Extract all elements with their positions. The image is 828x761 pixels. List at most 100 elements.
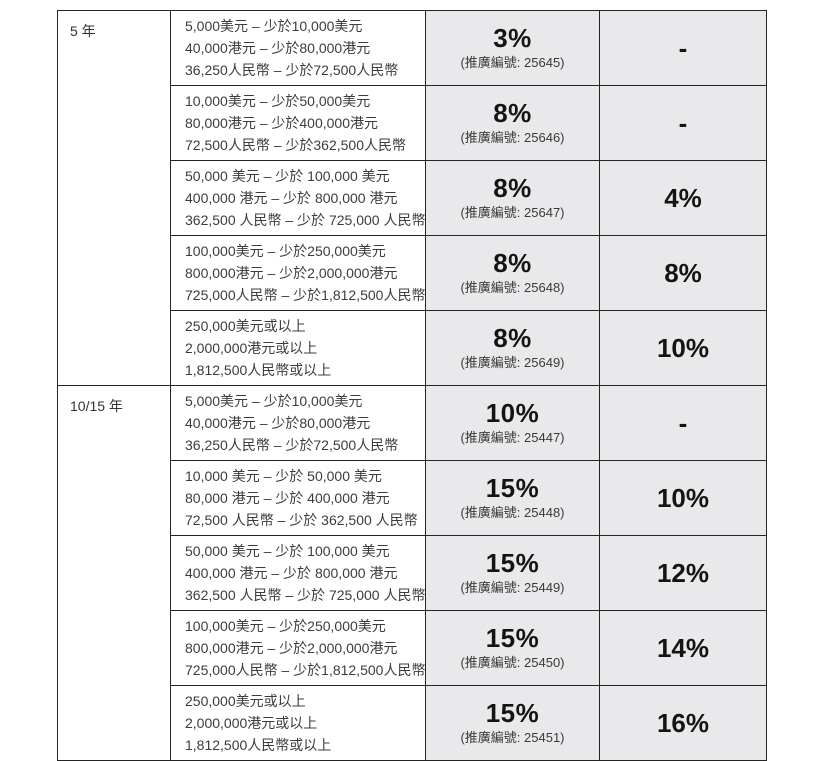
primary-rate-cell: 8% (推廣編號: 25649) (425, 310, 600, 386)
promo-code: (推廣編號: 25451) (460, 730, 565, 745)
secondary-rate-cell: 14% (599, 610, 767, 686)
amount-range-line: 2,000,000港元或以上 (185, 715, 318, 731)
secondary-rate-value: - (678, 107, 688, 138)
amount-range-cell: 10,000 美元 – 少於 50,000 美元 80,000 港元 – 少於 4… (170, 460, 426, 536)
promo-code: (推廣編號: 25646) (460, 130, 565, 145)
amount-range-line: 5,000美元 – 少於10,000美元 (185, 393, 363, 409)
primary-rate-value: 15% (485, 698, 540, 729)
secondary-rate-value: 4% (664, 182, 702, 213)
amount-range-cell: 10,000美元 – 少於50,000美元 80,000港元 – 少於400,00… (170, 85, 426, 161)
promo-rate-table: 5 年 5,000美元 – 少於10,000美元 40,000港元 – 少於80,0… (57, 10, 767, 761)
table-row: 100,000美元 – 少於250,000美元 800,000港元 – 少於2,0… (58, 610, 767, 686)
primary-rate-cell: 15% (推廣編號: 25450) (425, 610, 600, 686)
table-row: 250,000美元或以上 2,000,000港元或以上 1,812,500人民幣或以… (58, 310, 767, 386)
amount-range-cell: 250,000美元或以上 2,000,000港元或以上 1,812,500人民幣或以… (170, 685, 426, 761)
amount-range-line: 10,000美元 – 少於50,000美元 (185, 93, 371, 109)
secondary-rate-cell: - (599, 385, 767, 461)
amount-range-line: 362,500 人民幣 – 少於 725,000 人民幣 (185, 212, 426, 228)
primary-rate-value: 15% (485, 548, 540, 579)
secondary-rate-cell: 16% (599, 685, 767, 761)
term-cell: 5 年 (57, 10, 171, 386)
secondary-rate-value: - (678, 32, 688, 63)
amount-range-line: 400,000 港元 – 少於 800,000 港元 (185, 190, 398, 206)
secondary-rate-value: 12% (656, 557, 710, 588)
primary-rate-value: 15% (485, 473, 540, 504)
amount-range-line: 100,000美元 – 少於250,000美元 (185, 618, 386, 634)
secondary-rate-cell: 10% (599, 310, 767, 386)
amount-range-line: 5,000美元 – 少於10,000美元 (185, 18, 363, 34)
primary-rate-cell: 15% (推廣編號: 25451) (425, 685, 600, 761)
secondary-rate-value: - (678, 407, 688, 438)
amount-range-line: 36,250人民幣 – 少於72,500人民幣 (185, 62, 399, 78)
amount-range-cell: 50,000 美元 – 少於 100,000 美元 400,000 港元 – 少於… (170, 160, 426, 236)
promo-code: (推廣編號: 25447) (460, 430, 565, 445)
primary-rate-cell: 8% (推廣編號: 25646) (425, 85, 600, 161)
amount-range-line: 80,000港元 – 少於400,000港元 (185, 115, 378, 131)
term-cell: 10/15 年 (57, 385, 171, 761)
amount-range-line: 10,000 美元 – 少於 50,000 美元 (185, 468, 382, 484)
promo-code: (推廣編號: 25647) (460, 205, 565, 220)
amount-range-line: 1,812,500人民幣或以上 (185, 362, 332, 378)
table-row: 10,000美元 – 少於50,000美元 80,000港元 – 少於400,00… (58, 85, 767, 161)
promo-code: (推廣編號: 25448) (460, 505, 565, 520)
amount-range-line: 250,000美元或以上 (185, 693, 306, 709)
amount-range-cell: 100,000美元 – 少於250,000美元 800,000港元 – 少於2,0… (170, 235, 426, 311)
secondary-rate-cell: 4% (599, 160, 767, 236)
primary-rate-value: 8% (493, 173, 532, 204)
amount-range-line: 100,000美元 – 少於250,000美元 (185, 243, 386, 259)
primary-rate-cell: 3% (推廣編號: 25645) (425, 10, 600, 86)
secondary-rate-value: 14% (656, 632, 710, 663)
amount-range-line: 250,000美元或以上 (185, 318, 306, 334)
primary-rate-cell: 8% (推廣編號: 25648) (425, 235, 600, 311)
secondary-rate-cell: 12% (599, 535, 767, 611)
amount-range-cell: 50,000 美元 – 少於 100,000 美元 400,000 港元 – 少於… (170, 535, 426, 611)
primary-rate-value: 8% (493, 323, 532, 354)
amount-range-line: 1,812,500人民幣或以上 (185, 737, 332, 753)
table-row: 10/15 年 5,000美元 – 少於10,000美元 40,000港元 – 少於… (57, 385, 767, 761)
amount-range-line: 800,000港元 – 少於2,000,000港元 (185, 265, 398, 281)
amount-range-line: 40,000港元 – 少於80,000港元 (185, 40, 371, 56)
secondary-rate-cell: - (599, 10, 767, 86)
table-row: 10,000 美元 – 少於 50,000 美元 80,000 港元 – 少於 4… (58, 460, 767, 536)
primary-rate-value: 3% (493, 23, 532, 54)
amount-range-line: 40,000港元 – 少於80,000港元 (185, 415, 371, 431)
secondary-rate-value: 10% (656, 332, 710, 363)
primary-rate-cell: 15% (推廣編號: 25449) (425, 535, 600, 611)
primary-rate-value: 10% (485, 398, 540, 429)
amount-range-line: 72,500人民幣 – 少於362,500人民幣 (185, 137, 406, 153)
promo-code: (推廣編號: 25449) (460, 580, 565, 595)
secondary-rate-value: 10% (656, 482, 710, 513)
amount-range-line: 725,000人民幣 – 少於1,812,500人民幣 (185, 287, 426, 303)
amount-range-cell: 5,000美元 – 少於10,000美元 40,000港元 – 少於80,000港… (170, 10, 426, 86)
table-row: 5 年 5,000美元 – 少於10,000美元 40,000港元 – 少於80,0… (57, 10, 767, 386)
amount-range-line: 50,000 美元 – 少於 100,000 美元 (185, 168, 390, 184)
secondary-rate-cell: 10% (599, 460, 767, 536)
promo-code: (推廣編號: 25649) (460, 355, 565, 370)
promo-code: (推廣編號: 25648) (460, 280, 565, 295)
primary-rate-value: 8% (493, 98, 532, 129)
secondary-rate-cell: - (599, 85, 767, 161)
amount-range-line: 2,000,000港元或以上 (185, 340, 318, 356)
table-row: 100,000美元 – 少於250,000美元 800,000港元 – 少於2,0… (58, 235, 767, 311)
secondary-rate-cell: 8% (599, 235, 767, 311)
secondary-rate-value: 8% (664, 257, 702, 288)
table-row: 250,000美元或以上 2,000,000港元或以上 1,812,500人民幣或以… (58, 685, 767, 761)
amount-range-line: 400,000 港元 – 少於 800,000 港元 (185, 565, 398, 581)
primary-rate-value: 8% (493, 248, 532, 279)
amount-range-line: 36,250人民幣 – 少於72,500人民幣 (185, 437, 399, 453)
primary-rate-cell: 10% (推廣編號: 25447) (425, 385, 600, 461)
primary-rate-cell: 15% (推廣編號: 25448) (425, 460, 600, 536)
amount-range-cell: 5,000美元 – 少於10,000美元 40,000港元 – 少於80,000港… (170, 385, 426, 461)
amount-range-cell: 250,000美元或以上 2,000,000港元或以上 1,812,500人民幣或以… (170, 310, 426, 386)
amount-range-line: 725,000人民幣 – 少於1,812,500人民幣 (185, 662, 426, 678)
primary-rate-cell: 8% (推廣編號: 25647) (425, 160, 600, 236)
amount-range-line: 80,000 港元 – 少於 400,000 港元 (185, 490, 390, 506)
amount-range-line: 800,000港元 – 少於2,000,000港元 (185, 640, 398, 656)
amount-range-line: 72,500 人民幣 – 少於 362,500 人民幣 (185, 512, 418, 528)
amount-range-line: 362,500 人民幣 – 少於 725,000 人民幣 (185, 587, 426, 603)
amount-range-line: 50,000 美元 – 少於 100,000 美元 (185, 543, 390, 559)
primary-rate-value: 15% (485, 623, 540, 654)
table-row: 50,000 美元 – 少於 100,000 美元 400,000 港元 – 少於… (58, 535, 767, 611)
amount-range-cell: 100,000美元 – 少於250,000美元 800,000港元 – 少於2,0… (170, 610, 426, 686)
